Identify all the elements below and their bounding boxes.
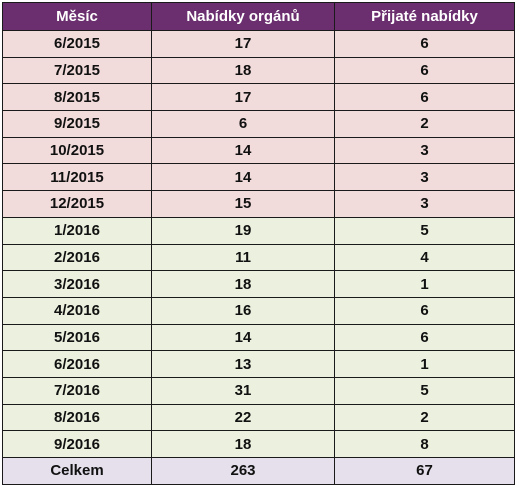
cell-accepted-offers: 8	[334, 430, 515, 458]
cell-organ-offers: 6	[151, 110, 335, 138]
cell-organ-offers: 14	[151, 323, 335, 352]
cell-accepted-offers: 6	[334, 296, 515, 325]
cell-month: 12/2015	[2, 190, 152, 218]
table-header-row: Měsíc Nabídky orgánů Přijaté nabídky	[2, 2, 515, 31]
cell-month: 9/2016	[2, 430, 152, 458]
cell-accepted-offers: 1	[334, 270, 515, 298]
cell-month: 6/2015	[2, 30, 152, 58]
table-row: 2/2016 11 4	[2, 243, 515, 272]
table-row: 8/2015 17 6	[2, 83, 515, 112]
cell-accepted-offers: 6	[334, 30, 515, 58]
total-label: Celkem	[2, 457, 152, 485]
cell-month: 8/2016	[2, 403, 152, 432]
cell-month: 6/2016	[2, 350, 152, 378]
cell-organ-offers: 13	[151, 350, 335, 378]
table-row: 11/2015 14 3	[2, 163, 515, 192]
cell-accepted-offers: 6	[334, 56, 515, 85]
cell-accepted-offers: 2	[334, 110, 515, 138]
table-row: 9/2016 18 8	[2, 430, 515, 458]
total-accepted: 67	[334, 457, 515, 485]
cell-organ-offers: 14	[151, 136, 335, 165]
cell-month: 4/2016	[2, 296, 152, 325]
cell-organ-offers: 31	[151, 376, 335, 405]
cell-month: 7/2015	[2, 56, 152, 85]
cell-month: 3/2016	[2, 270, 152, 298]
cell-organ-offers: 11	[151, 243, 335, 272]
table-row: 10/2015 14 3	[2, 136, 515, 165]
cell-organ-offers: 15	[151, 190, 335, 218]
header-accepted-offers: Přijaté nabídky	[334, 2, 515, 31]
cell-accepted-offers: 5	[334, 376, 515, 405]
table-row: 4/2016 16 6	[2, 296, 515, 325]
total-offers: 263	[151, 457, 335, 485]
cell-organ-offers: 19	[151, 216, 335, 245]
header-organ-offers: Nabídky orgánů	[151, 2, 335, 31]
table-row: 12/2015 15 3	[2, 190, 515, 218]
cell-organ-offers: 18	[151, 430, 335, 458]
table-row: 6/2016 13 1	[2, 350, 515, 378]
cell-month: 2/2016	[2, 243, 152, 272]
cell-month: 1/2016	[2, 216, 152, 245]
cell-accepted-offers: 4	[334, 243, 515, 272]
cell-month: 9/2015	[2, 110, 152, 138]
header-month: Měsíc	[2, 2, 152, 31]
cell-accepted-offers: 3	[334, 190, 515, 218]
total-row: Celkem 263 67	[2, 457, 515, 485]
table-row: 7/2016 31 5	[2, 376, 515, 405]
cell-accepted-offers: 3	[334, 163, 515, 192]
cell-organ-offers: 17	[151, 30, 335, 58]
table-row: 9/2015 6 2	[2, 110, 515, 138]
table-row: 5/2016 14 6	[2, 323, 515, 352]
cell-accepted-offers: 1	[334, 350, 515, 378]
cell-accepted-offers: 6	[334, 323, 515, 352]
table-row: 3/2016 18 1	[2, 270, 515, 298]
cell-organ-offers: 16	[151, 296, 335, 325]
cell-accepted-offers: 5	[334, 216, 515, 245]
cell-accepted-offers: 6	[334, 83, 515, 112]
organ-offers-table: Měsíc Nabídky orgánů Přijaté nabídky 6/2…	[2, 2, 515, 485]
table-row: 1/2016 19 5	[2, 216, 515, 245]
cell-month: 10/2015	[2, 136, 152, 165]
cell-month: 7/2016	[2, 376, 152, 405]
cell-organ-offers: 18	[151, 270, 335, 298]
cell-organ-offers: 22	[151, 403, 335, 432]
cell-organ-offers: 18	[151, 56, 335, 85]
table-body: 6/2015 17 6 7/2015 18 6 8/2015 17 6 9/2015 6 2 10/20…	[2, 30, 515, 485]
cell-organ-offers: 17	[151, 83, 335, 112]
cell-month: 8/2015	[2, 83, 152, 112]
table-row: 7/2015 18 6	[2, 56, 515, 85]
cell-accepted-offers: 2	[334, 403, 515, 432]
cell-month: 5/2016	[2, 323, 152, 352]
cell-month: 11/2015	[2, 163, 152, 192]
cell-accepted-offers: 3	[334, 136, 515, 165]
cell-organ-offers: 14	[151, 163, 335, 192]
table-row: 8/2016 22 2	[2, 403, 515, 432]
table-row: 6/2015 17 6	[2, 30, 515, 58]
